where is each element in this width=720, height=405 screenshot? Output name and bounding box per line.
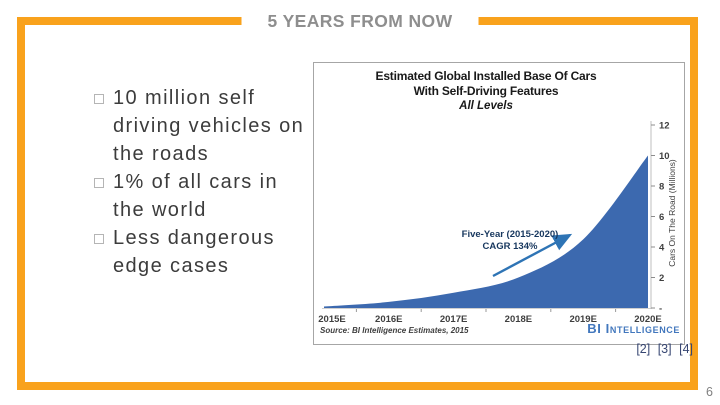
cagr-annotation-line2: CAGR 134% [482,241,538,252]
bullet-text: Less dangerous edge cases [113,227,275,277]
bullet-list: 10 million self driving vehicles on the … [94,84,334,280]
bullet-item: 10 million self driving vehicles on the … [94,84,334,168]
svg-text:8: 8 [659,182,664,193]
bullet-text: 10 million self driving vehicles on the … [113,87,305,165]
citations: [2] [3] [4] [632,342,693,356]
chart-subtitle: All Levels [459,100,513,112]
svg-text:6: 6 [659,212,664,223]
square-bullet-icon [94,234,104,244]
svg-text:12: 12 [659,121,670,132]
svg-text:4: 4 [659,243,665,254]
slide-title: 5 YEARS FROM NOW [241,8,479,35]
svg-text:2018E: 2018E [505,314,532,325]
cagr-annotation-line1: Five-Year (2015-2020) [461,229,559,240]
citation-link[interactable]: [4] [679,342,693,356]
svg-text:-: - [659,304,662,315]
bullet-text: 1% of all cars in the world [113,171,278,221]
citation-link[interactable]: [2] [636,342,651,356]
citation-link[interactable]: [3] [657,342,672,356]
chart-source: Source: BI Intelligence Estimates, 2015 [320,326,469,335]
square-bullet-icon [94,178,104,188]
bullet-item: Less dangerous edge cases [94,224,334,280]
bi-intelligence-logo: BI Intelligence [587,321,680,336]
y-axis-title: Cars On The Road (Millions) [667,159,677,267]
square-bullet-icon [94,94,104,104]
chart-panel: Estimated Global Installed Base Of Cars … [313,62,685,345]
cagr-annotation: Five-Year (2015-2020) CAGR 134% [432,229,588,253]
svg-text:2: 2 [659,273,664,284]
svg-text:2017E: 2017E [440,314,467,325]
svg-text:2015E: 2015E [318,314,345,325]
svg-text:2016E: 2016E [375,314,402,325]
page-number: 6 [706,385,713,399]
bullet-item: 1% of all cars in the world [94,168,334,224]
chart-title: Estimated Global Installed Base Of Cars … [375,69,597,98]
